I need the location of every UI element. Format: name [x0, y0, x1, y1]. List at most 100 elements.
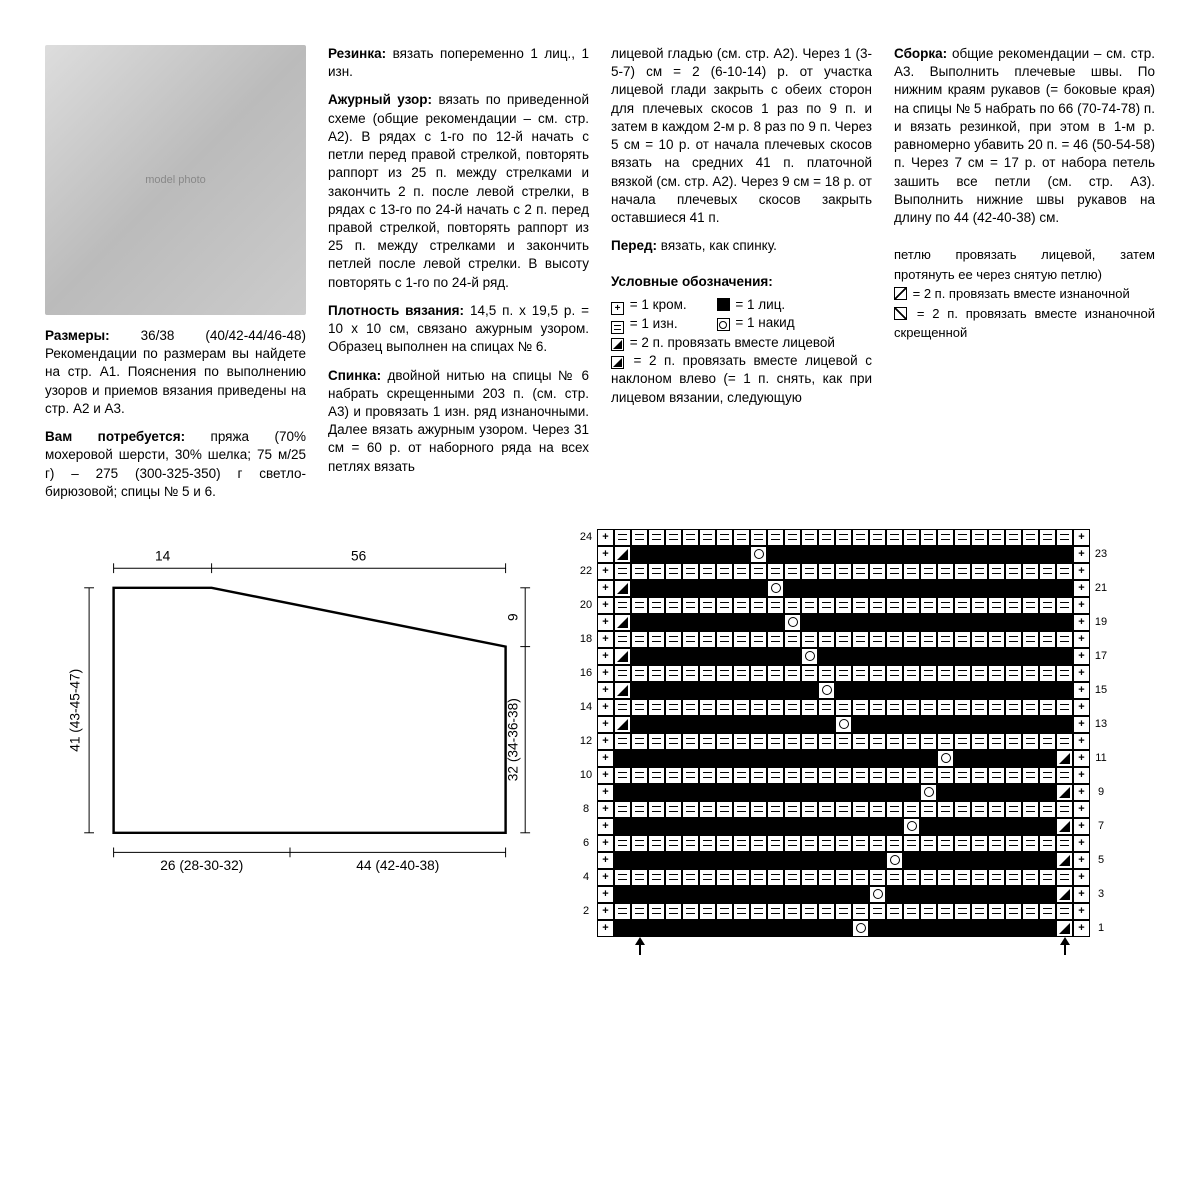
chart-cell [1022, 801, 1039, 818]
chart-cell [818, 665, 835, 682]
chart-cell [1073, 665, 1090, 682]
chart-cell [954, 529, 971, 546]
chart-cell [784, 665, 801, 682]
chart-cell [835, 631, 852, 648]
chart-cell [954, 648, 971, 665]
chart-cell [886, 750, 903, 767]
chart-cell [937, 852, 954, 869]
chart-cell [869, 869, 886, 886]
chart-cell [784, 852, 801, 869]
chart-cell [665, 886, 682, 903]
chart-cell [852, 563, 869, 580]
chart-cell [818, 852, 835, 869]
chart-cell [1039, 665, 1056, 682]
chart-cell [631, 733, 648, 750]
chart-cell [631, 682, 648, 699]
chart-cell [971, 903, 988, 920]
chart-cell [801, 665, 818, 682]
chart-cell [784, 903, 801, 920]
chart-cell [1039, 733, 1056, 750]
chart-cell [835, 597, 852, 614]
chart-cell [1039, 682, 1056, 699]
chart-cell [886, 920, 903, 937]
chart-cell [1005, 733, 1022, 750]
chart-cell [665, 801, 682, 818]
chart-cell [784, 886, 801, 903]
sizes-para: Размеры: 36/38 (40/42-44/46-48) Рекоменд… [45, 327, 306, 418]
chart-cell [818, 920, 835, 937]
chart-cell [1056, 835, 1073, 852]
chart-cell [1056, 665, 1073, 682]
chart-cell [733, 563, 750, 580]
chart-cell [835, 869, 852, 886]
chart-cell [1073, 529, 1090, 546]
chart-cell [682, 716, 699, 733]
chart-row-label-left: 22 [575, 563, 597, 580]
p2r-icon [894, 287, 907, 300]
chart-cell [716, 648, 733, 665]
chart-cell [801, 852, 818, 869]
chart-cell [733, 580, 750, 597]
chart-cell [716, 580, 733, 597]
column-1: model photo Размеры: 36/38 (40/42-44/46-… [45, 45, 306, 511]
chart-cell [852, 631, 869, 648]
chart-cell [1056, 801, 1073, 818]
chart-cell [903, 665, 920, 682]
chart-cell [631, 801, 648, 818]
chart-cell [699, 750, 716, 767]
chart-cell [1005, 614, 1022, 631]
chart-cell [682, 733, 699, 750]
dim-right-upper: 9 [505, 613, 520, 621]
chart-cell [631, 716, 648, 733]
chart-cell [784, 699, 801, 716]
chart-cell [784, 597, 801, 614]
chart-cell [733, 699, 750, 716]
chart-cell [835, 699, 852, 716]
chart-cell [903, 716, 920, 733]
chart-cell [597, 597, 614, 614]
chart-cell [767, 869, 784, 886]
chart-cell [852, 597, 869, 614]
chart-cell [971, 750, 988, 767]
chart-cell [1022, 631, 1039, 648]
chart-cell [614, 767, 631, 784]
chart-cell [614, 716, 631, 733]
chart-cell [1039, 580, 1056, 597]
chart-cell [903, 580, 920, 597]
chart-cell [869, 716, 886, 733]
chart-cell [1022, 818, 1039, 835]
chart-row-label-right: 23 [1090, 546, 1112, 563]
chart-cell [1022, 852, 1039, 869]
chart-cell [597, 784, 614, 801]
chart-cell [954, 835, 971, 852]
chart-cell [869, 648, 886, 665]
chart-cell [835, 886, 852, 903]
chart-cell [750, 699, 767, 716]
chart-cell [971, 767, 988, 784]
chart-cell [1056, 784, 1073, 801]
chart-cell [682, 767, 699, 784]
chart-cell [988, 614, 1005, 631]
chart-cell [1022, 733, 1039, 750]
chart-cell [597, 529, 614, 546]
chart-cell [733, 597, 750, 614]
chart-cell [597, 767, 614, 784]
chart-cell [886, 648, 903, 665]
chart-cell [784, 563, 801, 580]
chart-cell [954, 699, 971, 716]
chart-cell [1022, 580, 1039, 597]
chart-cell [665, 529, 682, 546]
chart-cell [835, 648, 852, 665]
chart-cell [1039, 801, 1056, 818]
chart-cell [631, 903, 648, 920]
chart-cell [614, 733, 631, 750]
chart-cell [682, 920, 699, 937]
chart-cell [1073, 614, 1090, 631]
chart-cell [631, 614, 648, 631]
chart-cell [937, 903, 954, 920]
chart-row-label-right: 21 [1090, 580, 1112, 597]
chart-cell [1056, 750, 1073, 767]
chart-cell [818, 682, 835, 699]
sizes-text: 36/38 (40/42-44/46-48) [141, 328, 306, 343]
chart-cell [1005, 750, 1022, 767]
